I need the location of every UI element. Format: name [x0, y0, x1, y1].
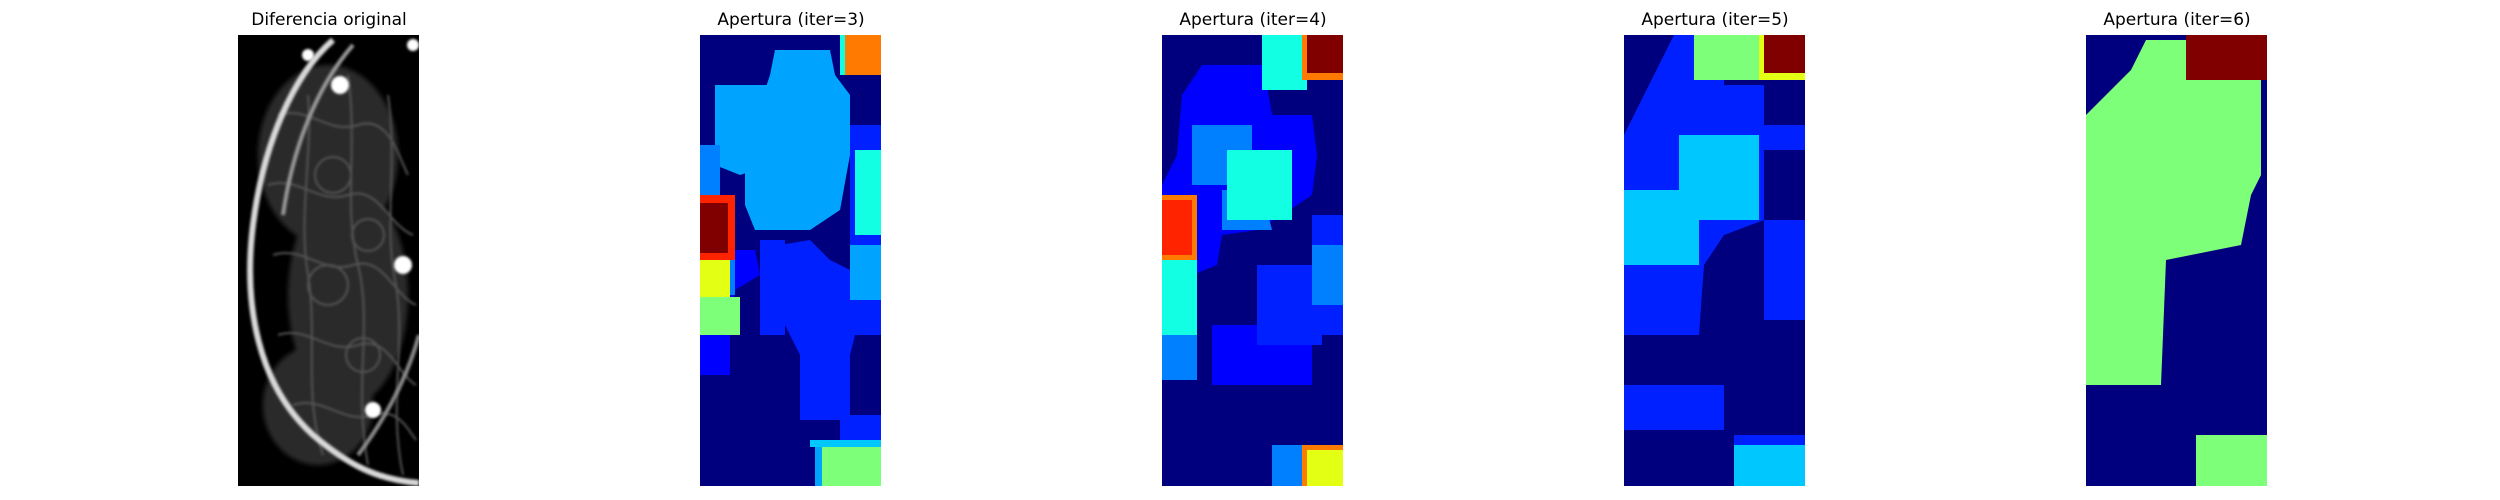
panel-title: Apertura (iter=6) [2103, 10, 2251, 30]
opening-label-map [700, 35, 881, 486]
panel-title: Apertura (iter=3) [717, 10, 865, 30]
opening-label-map [1162, 35, 1343, 486]
panel-title: Apertura (iter=5) [1641, 10, 1789, 30]
panel-title: Diferencia original [251, 10, 407, 30]
panel-title: Apertura (iter=4) [1179, 10, 1327, 30]
opening-label-map [1624, 35, 1805, 486]
grayscale-image [238, 35, 419, 486]
opening-label-map [2086, 35, 2267, 486]
